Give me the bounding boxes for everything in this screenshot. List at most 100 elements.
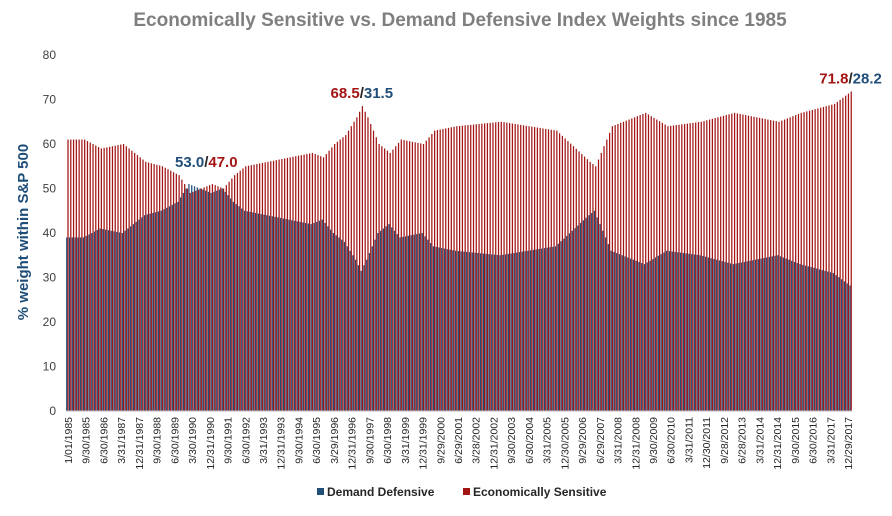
bar-economically-sensitive (578, 151, 580, 412)
bar-economically-sensitive (150, 163, 152, 411)
bar-economically-sensitive (397, 142, 400, 411)
bar-demand-defensive (313, 222, 315, 411)
bar-demand-defensive (180, 197, 182, 411)
bar-demand-defensive (324, 222, 326, 411)
bar-economically-sensitive (195, 190, 197, 411)
bar-demand-defensive (493, 254, 496, 411)
bar-economically-sensitive (447, 127, 450, 412)
bar-demand-defensive (263, 214, 265, 411)
x-tick-label: 9/30/2009 (648, 417, 660, 464)
bar-economically-sensitive (628, 119, 630, 411)
bar-demand-defensive (141, 217, 143, 411)
annotation-right: 47.0 (208, 154, 237, 171)
x-tick-label: 12/31/1993 (276, 417, 288, 470)
bar-economically-sensitive (256, 164, 258, 411)
bar-demand-defensive (646, 262, 648, 411)
bar-demand-defensive (685, 253, 687, 411)
bar-economically-sensitive (172, 172, 175, 411)
bar-demand-defensive (621, 255, 623, 411)
bar-demand-defensive (388, 224, 390, 411)
bar-demand-defensive (660, 254, 662, 411)
bar-economically-sensitive (661, 122, 663, 412)
bar-demand-defensive (91, 233, 93, 411)
bar-demand-defensive (541, 248, 543, 411)
bar-demand-defensive (366, 259, 368, 411)
bar-demand-defensive (349, 250, 351, 411)
x-tick-label: 6/30/1998 (382, 417, 394, 464)
bar-economically-sensitive (72, 139, 75, 412)
bar-demand-defensive (118, 232, 121, 411)
bar-economically-sensitive (736, 113, 738, 411)
bar-economically-sensitive (478, 123, 480, 411)
bar-economically-sensitive (547, 129, 550, 411)
bar-economically-sensitive (486, 123, 489, 411)
bar-demand-defensive (368, 253, 371, 411)
bar-economically-sensitive (520, 124, 522, 412)
bar-economically-sensitive (117, 145, 119, 412)
bar-economically-sensitive (247, 165, 250, 411)
bar-demand-defensive (335, 235, 337, 411)
bar-demand-defensive (280, 217, 282, 411)
bar-economically-sensitive (470, 124, 472, 411)
bar-economically-sensitive (114, 145, 116, 412)
bar-demand-defensive (835, 275, 837, 411)
bar-demand-defensive (696, 254, 698, 411)
bar-demand-defensive (202, 189, 204, 411)
bar-economically-sensitive (364, 111, 366, 412)
bar-economically-sensitive (175, 173, 177, 411)
bar-demand-defensive (354, 259, 357, 411)
bar-economically-sensitive (439, 129, 441, 412)
bar-economically-sensitive (614, 125, 616, 411)
bar-demand-defensive (232, 201, 235, 411)
x-tick-label: 6/30/1992 (240, 417, 252, 464)
bar-economically-sensitive (414, 142, 416, 411)
bar-economically-sensitive (747, 115, 750, 411)
bar-economically-sensitive (583, 156, 586, 411)
bar-demand-defensive (443, 248, 446, 411)
bar-demand-defensive (210, 192, 212, 411)
legend-swatch-sensitive (463, 488, 470, 495)
bar-economically-sensitive (508, 123, 511, 411)
bar-demand-defensive (374, 239, 376, 411)
bar-economically-sensitive (720, 116, 722, 411)
bar-demand-defensive (185, 188, 187, 411)
bar-demand-defensive (624, 256, 626, 411)
x-tick-label: 9/30/1991 (223, 417, 235, 464)
bar-economically-sensitive (453, 126, 455, 411)
bar-demand-defensive (832, 273, 834, 411)
bar-demand-defensive (688, 253, 690, 411)
bar-demand-defensive (113, 231, 115, 411)
bar-economically-sensitive (620, 122, 622, 412)
bar-economically-sensitive (178, 175, 180, 411)
bar-demand-defensive (585, 217, 587, 411)
bar-economically-sensitive (161, 166, 164, 411)
bar-demand-defensive (429, 243, 432, 411)
bar-economically-sensitive (81, 139, 83, 412)
bar-economically-sensitive (295, 156, 297, 411)
bar-demand-defensive (71, 237, 73, 411)
y-tick-label: 0 (49, 404, 56, 418)
bar-demand-defensive (849, 285, 851, 411)
bar-economically-sensitive (622, 121, 625, 411)
bar-economically-sensitive (817, 108, 819, 412)
bar-economically-sensitive (595, 166, 597, 411)
bar-demand-defensive (285, 219, 287, 411)
x-tick-label: 12/29/2017 (843, 417, 855, 470)
bar-economically-sensitive (156, 164, 158, 411)
bar-demand-defensive (441, 248, 443, 411)
bar-demand-defensive (560, 241, 562, 411)
x-axis-ticks: 1/01/1985 9/30/1985 6/30/1986 3/31/1987 12/3… (63, 417, 855, 470)
bar-demand-defensive (402, 236, 404, 411)
bar-demand-defensive (466, 251, 468, 411)
bar-demand-defensive (599, 224, 601, 411)
bar-economically-sensitive (664, 124, 666, 411)
bar-demand-defensive (221, 188, 223, 411)
bar-demand-defensive (266, 215, 268, 411)
x-tick-label: 6/28/2013 (737, 417, 749, 464)
bar-economically-sensitive (592, 164, 594, 411)
bar-economically-sensitive (222, 188, 225, 411)
bar-demand-defensive (382, 228, 385, 411)
x-tick-label: 6/30/2016 (808, 417, 820, 464)
bar-economically-sensitive (184, 184, 186, 411)
bar-demand-defensive (227, 195, 229, 411)
